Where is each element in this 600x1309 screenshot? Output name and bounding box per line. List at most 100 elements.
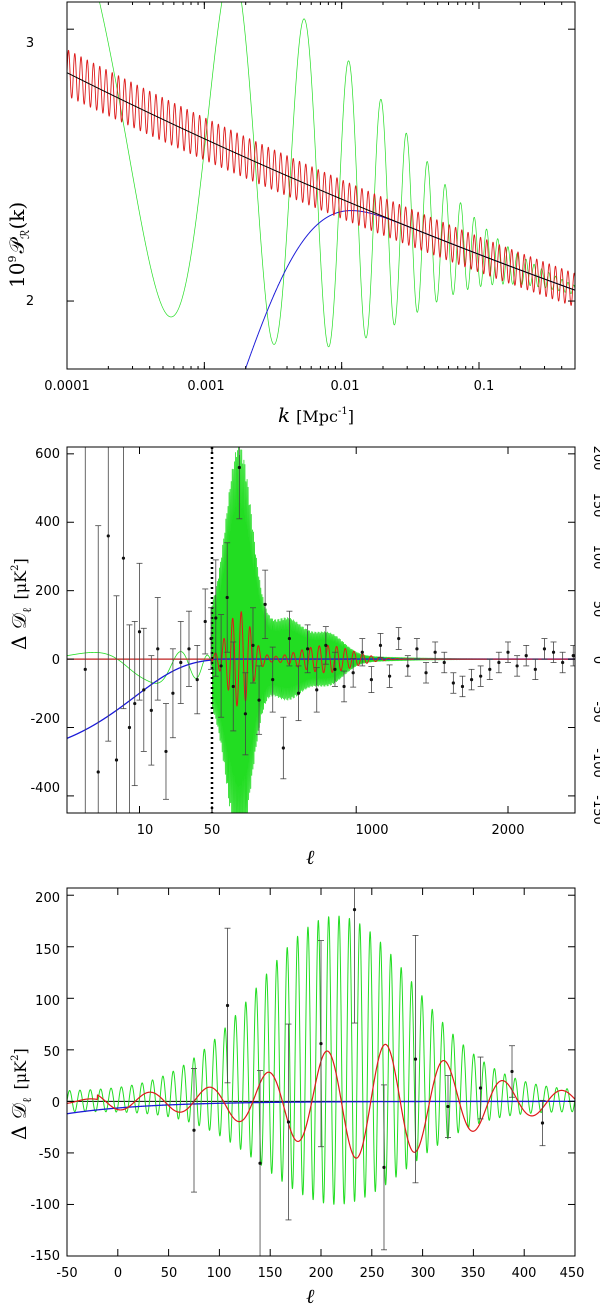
- data-point: [333, 667, 337, 671]
- x-tick-label: 250: [360, 1266, 385, 1281]
- right-y-tick-label: 150: [590, 493, 600, 518]
- series-black: [67, 72, 575, 291]
- plot-area: [67, 888, 575, 1256]
- plot-area: [67, 447, 575, 813]
- panel-2-frame: [66, 446, 576, 814]
- y-tick-label: 0: [52, 1096, 60, 1111]
- data-point: [515, 664, 519, 668]
- right-y-tick-label: -150: [590, 795, 600, 825]
- data-point: [121, 556, 126, 560]
- data-point: [225, 595, 229, 600]
- data-point: [506, 650, 510, 654]
- data-point: [397, 636, 401, 641]
- data-point: [243, 712, 247, 716]
- y-tick-label: 3: [26, 36, 34, 51]
- x-tick-label: 200: [309, 1266, 334, 1281]
- data-point: [195, 677, 199, 682]
- data-point: [571, 654, 575, 658]
- data-point: [442, 660, 446, 665]
- data-point: [83, 667, 87, 671]
- x-tick-label: 0.1: [474, 379, 495, 394]
- data-point: [106, 534, 110, 538]
- x-tick-label: 0.0001: [44, 379, 90, 394]
- y-tick-label: 400: [35, 515, 60, 530]
- data-point: [257, 698, 261, 702]
- series-red: [67, 49, 575, 306]
- data-point: [369, 677, 373, 682]
- y-tick-label: -200: [30, 712, 60, 727]
- data-point: [433, 650, 437, 654]
- data-point: [219, 664, 223, 668]
- y-tick-label: -100: [30, 1198, 60, 1213]
- data-point: [469, 677, 474, 682]
- data-point: [378, 643, 383, 647]
- data-point: [137, 630, 142, 634]
- data-point: [114, 758, 119, 762]
- data-point: [319, 1042, 323, 1046]
- data-point: [382, 1165, 386, 1169]
- data-point: [446, 1104, 450, 1109]
- data-point: [281, 746, 285, 750]
- x-tick-label: 0.01: [331, 379, 360, 394]
- data-point: [324, 643, 328, 647]
- data-point: [203, 619, 207, 624]
- plot-area: [67, 2, 575, 369]
- data-point: [479, 674, 483, 678]
- x-tick-label: 50: [204, 823, 221, 838]
- x-tick-label: 1000: [355, 823, 388, 838]
- x-axis-label: ℓ: [306, 1284, 315, 1308]
- data-point: [551, 650, 556, 654]
- y-tick-label: -50: [39, 1147, 60, 1162]
- data-point: [237, 465, 241, 470]
- data-point: [192, 1128, 196, 1132]
- data-point: [561, 660, 565, 665]
- data-point: [96, 770, 100, 774]
- data-point: [451, 681, 455, 685]
- data-point: [497, 660, 501, 665]
- data-point: [179, 660, 183, 665]
- data-point: [488, 667, 492, 671]
- data-point: [209, 636, 213, 641]
- data-point: [478, 1086, 483, 1090]
- data-point: [251, 643, 255, 647]
- data-point: [540, 1121, 545, 1125]
- data-point: [156, 647, 160, 651]
- data-point: [133, 701, 137, 706]
- y-axis-label: Δ 𝒟ℓ[μK2]: [7, 558, 34, 650]
- data-point: [360, 650, 364, 654]
- right-y-tick-label: -100: [590, 748, 600, 778]
- data-point: [225, 1003, 230, 1008]
- data-point: [271, 677, 275, 682]
- y-tick-label: 50: [43, 1045, 60, 1060]
- x-tick-label: -50: [56, 1266, 77, 1281]
- data-point: [510, 1069, 514, 1074]
- data-point: [524, 654, 528, 658]
- data-point: [142, 688, 146, 692]
- x-tick-label: 350: [461, 1266, 486, 1281]
- data-point: [296, 691, 301, 695]
- right-y-tick-label: 0: [590, 656, 600, 664]
- x-tick-label: 50: [161, 1266, 178, 1281]
- x-tick-label: 100: [207, 1266, 232, 1281]
- y-tick-label: -150: [30, 1249, 60, 1264]
- y-tick-label: 2: [26, 294, 34, 309]
- x-tick-label: 0: [114, 1266, 122, 1281]
- x-tick-label: 450: [560, 1266, 585, 1281]
- y-tick-label: 600: [35, 447, 60, 462]
- data-point: [342, 684, 346, 689]
- panel-1-frame: [66, 1, 576, 370]
- data-point: [542, 647, 547, 651]
- right-y-tick-label: 200: [590, 446, 600, 471]
- right-y-tick-label: 100: [590, 545, 600, 570]
- right-y-tick-label: -50: [590, 701, 600, 722]
- x-axis-label: ℓ: [306, 845, 315, 869]
- data-point: [352, 908, 357, 912]
- data-point: [127, 725, 132, 730]
- data-point: [164, 749, 168, 754]
- data-point: [263, 602, 267, 606]
- data-point: [351, 671, 355, 675]
- data-point: [171, 691, 175, 695]
- x-tick-label: 400: [512, 1266, 537, 1281]
- x-axis-label: k [Mpc-1]: [278, 403, 354, 427]
